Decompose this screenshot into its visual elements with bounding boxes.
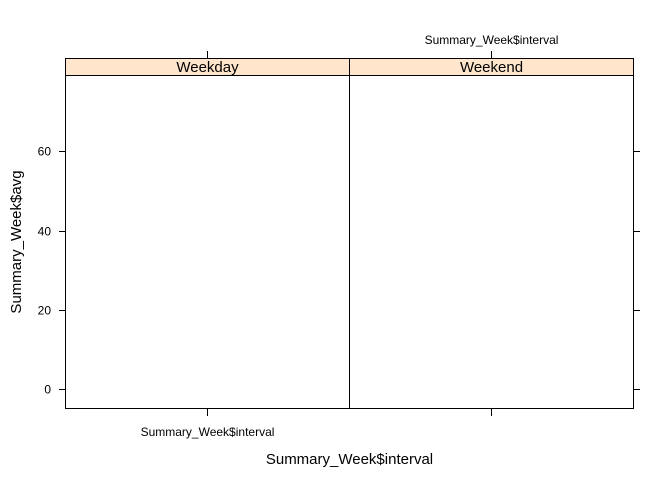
y-ticks-right: [634, 151, 640, 390]
panel-frame-weekend: [349, 75, 634, 409]
x-tick-label-bottom: Summary_Week$interval: [141, 425, 275, 439]
y-tick-label-40: 40: [38, 225, 52, 239]
y-tick-label-20: 20: [38, 304, 52, 318]
strip-weekend: [349, 58, 634, 76]
x-axis-title: Summary_Week$interval: [266, 451, 433, 468]
panel-frame-weekday: [65, 75, 350, 409]
strip-label-weekday: Weekday: [176, 59, 239, 76]
y-tick-labels: 0 20 40 60: [38, 145, 52, 397]
strip-label-weekend: Weekend: [460, 59, 523, 76]
y-ticks-left: [59, 151, 65, 390]
y-tick-label-60: 60: [38, 145, 52, 159]
x-tick-label-top: Summary_Week$interval: [425, 33, 559, 47]
y-tick-label-0: 0: [44, 383, 51, 397]
y-axis-title: Summary_Week$avg: [8, 170, 25, 313]
